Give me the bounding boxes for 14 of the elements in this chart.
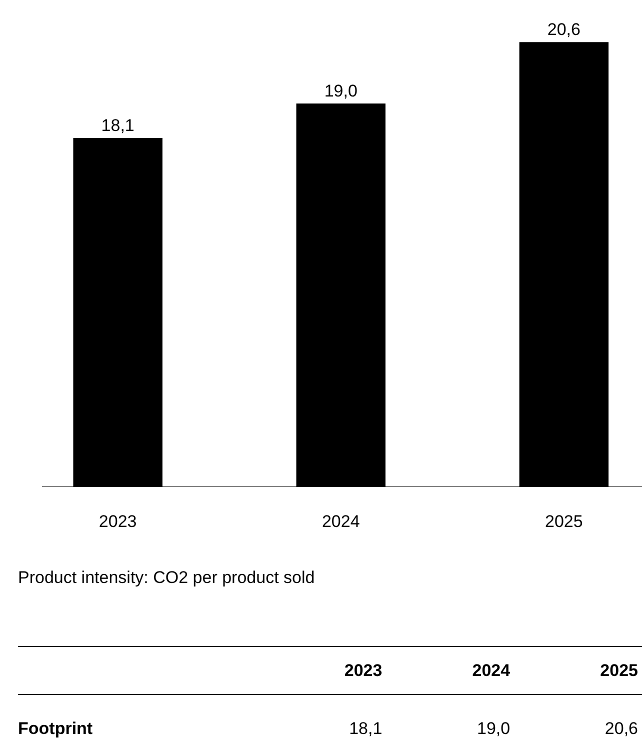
data-label: 20,6 bbox=[547, 20, 580, 40]
category-label: 2024 bbox=[472, 660, 510, 680]
category-label: 2025 bbox=[600, 660, 638, 680]
x-tick-label: 2025 bbox=[545, 512, 583, 531]
data-label: 18,1 bbox=[101, 116, 134, 136]
series-label: Footprint bbox=[18, 718, 94, 740]
x-tick-label: 2023 bbox=[98, 512, 137, 531]
text: 18,1 bbox=[349, 719, 382, 738]
text: 20,6 bbox=[604, 719, 638, 738]
x-tick-label: 2024 bbox=[322, 512, 360, 531]
data-label: 19,0 bbox=[324, 82, 358, 101]
category-label: 2023 bbox=[344, 660, 382, 680]
text: Product intensity: CO2 per product sold bbox=[18, 568, 315, 588]
text: 19,0 bbox=[476, 719, 510, 738]
